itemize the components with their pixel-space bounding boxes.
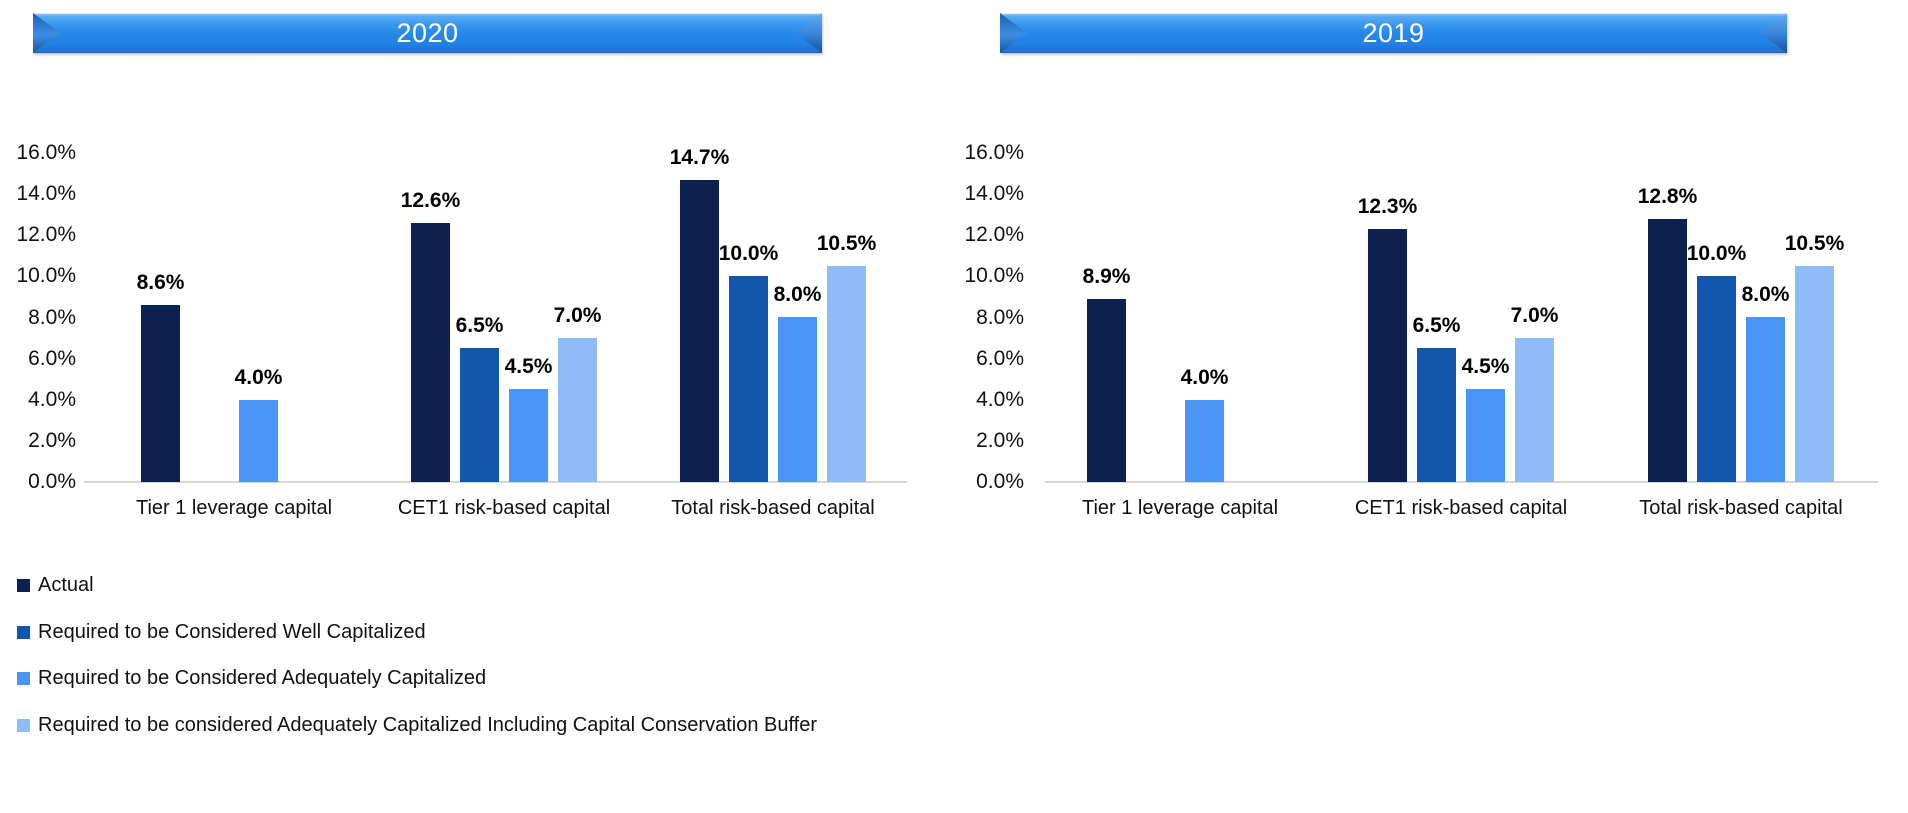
year-banner-2019-label: 2019: [1362, 18, 1425, 48]
bar-adequately-capitalized-1: [239, 400, 278, 482]
bar-buffer-2: [558, 338, 597, 482]
legend-swatch-actual: [17, 578, 30, 592]
bar-well-capitalized-2: [1417, 348, 1456, 482]
bar-value-label: 12.6%: [400, 189, 461, 212]
bar-well-capitalized-3: [729, 276, 768, 482]
legend-label: Required to be Considered Adequately Cap…: [38, 667, 487, 689]
bar-value-label: 4.0%: [234, 366, 283, 389]
x-axis-category-label: Total risk-based capital: [1639, 497, 1843, 519]
bar-value-label: 10.5%: [1784, 232, 1845, 255]
bar-value-label: 8.0%: [773, 283, 822, 306]
bar-value-label: 6.5%: [1412, 314, 1461, 337]
y-axis-tick-label: 4.0%: [28, 388, 76, 411]
y-axis-tick-label: 12.0%: [16, 223, 76, 246]
legend-item-well-capitalized: Required to be Considered Well Capitaliz…: [17, 622, 426, 642]
y-axis-tick-label: 2.0%: [976, 429, 1024, 452]
bar-actual-3: [680, 180, 719, 482]
bar-value-label: 12.8%: [1637, 185, 1698, 208]
y-axis-tick-label: 0.0%: [28, 470, 76, 493]
y-axis-tick-label: 6.0%: [28, 347, 76, 370]
bar-well-capitalized-3: [1697, 276, 1736, 482]
bar-value-label: 7.0%: [1510, 304, 1559, 327]
x-axis-category-label: CET1 risk-based capital: [1354, 497, 1568, 519]
year-banner-2020-label: 2020: [396, 18, 459, 48]
y-axis-tick-label: 6.0%: [976, 347, 1024, 370]
y-axis-tick-label: 10.0%: [16, 264, 76, 287]
y-axis-tick-label: 14.0%: [964, 182, 1024, 205]
bar-value-label: 4.0%: [1180, 366, 1229, 389]
y-axis-tick-label: 8.0%: [28, 306, 76, 329]
legend-label: Actual: [38, 574, 94, 596]
y-axis-tick-label: 14.0%: [16, 182, 76, 205]
bar-value-label: 10.0%: [718, 242, 779, 265]
legend-swatch-buffer: [17, 718, 30, 732]
x-axis-category-label: Total risk-based capital: [671, 497, 875, 519]
x-axis-category-label: Tier 1 leverage capital: [1081, 497, 1279, 519]
y-axis-tick-label: 2.0%: [28, 429, 76, 452]
legend-label: Required to be Considered Well Capitaliz…: [38, 621, 426, 643]
bar-well-capitalized-2: [460, 348, 499, 482]
bar-value-label: 4.5%: [504, 355, 553, 378]
bar-adequately-capitalized-3: [1746, 317, 1785, 482]
bar-actual-3: [1648, 219, 1687, 482]
bar-buffer-3: [1795, 266, 1834, 482]
bar-adequately-capitalized-2: [1466, 389, 1505, 482]
bar-buffer-2: [1515, 338, 1554, 482]
y-axis-tick-label: 0.0%: [976, 470, 1024, 493]
bar-actual-2: [1368, 229, 1407, 482]
x-axis-category-label: CET1 risk-based capital: [397, 497, 611, 519]
year-banner-2020: 2020: [33, 13, 822, 53]
bar-value-label: 8.0%: [1741, 283, 1790, 306]
y-axis-tick-label: 10.0%: [964, 264, 1024, 287]
legend-item-buffer: Required to be considered Adequately Cap…: [17, 715, 817, 735]
y-axis-tick-label: 16.0%: [964, 141, 1024, 164]
y-axis-tick-label: 4.0%: [976, 388, 1024, 411]
bar-value-label: 7.0%: [553, 304, 602, 327]
legend-label: Required to be considered Adequately Cap…: [38, 714, 818, 736]
bar-adequately-capitalized-1: [1185, 400, 1224, 482]
bar-value-label: 6.5%: [455, 314, 504, 337]
y-axis-tick-label: 16.0%: [16, 141, 76, 164]
legend-item-adequately-capitalized: Required to be Considered Adequately Cap…: [17, 668, 486, 688]
legend-swatch-well-capitalized: [17, 625, 30, 639]
bar-adequately-capitalized-3: [778, 317, 817, 482]
bar-value-label: 8.6%: [136, 271, 185, 294]
bar-actual-2: [411, 223, 450, 482]
bar-value-label: 14.7%: [669, 146, 730, 169]
legend-swatch-adequately-capitalized: [17, 671, 30, 685]
bar-adequately-capitalized-2: [509, 389, 548, 482]
bar-buffer-3: [827, 266, 866, 482]
year-banner-2019: 2019: [1000, 13, 1787, 53]
bar-actual-1: [1087, 299, 1126, 482]
bar-value-label: 12.3%: [1357, 195, 1418, 218]
x-axis-line: [1045, 481, 1878, 483]
x-axis-line: [84, 481, 907, 483]
bar-value-label: 8.9%: [1082, 265, 1131, 288]
bar-value-label: 4.5%: [1461, 355, 1510, 378]
bar-value-label: 10.0%: [1686, 242, 1747, 265]
legend-item-actual: Actual: [17, 575, 94, 595]
y-axis-tick-label: 12.0%: [964, 223, 1024, 246]
bar-value-label: 10.5%: [816, 232, 877, 255]
y-axis-tick-label: 8.0%: [976, 306, 1024, 329]
x-axis-category-label: Tier 1 leverage capital: [135, 497, 333, 519]
bar-actual-1: [141, 305, 180, 482]
